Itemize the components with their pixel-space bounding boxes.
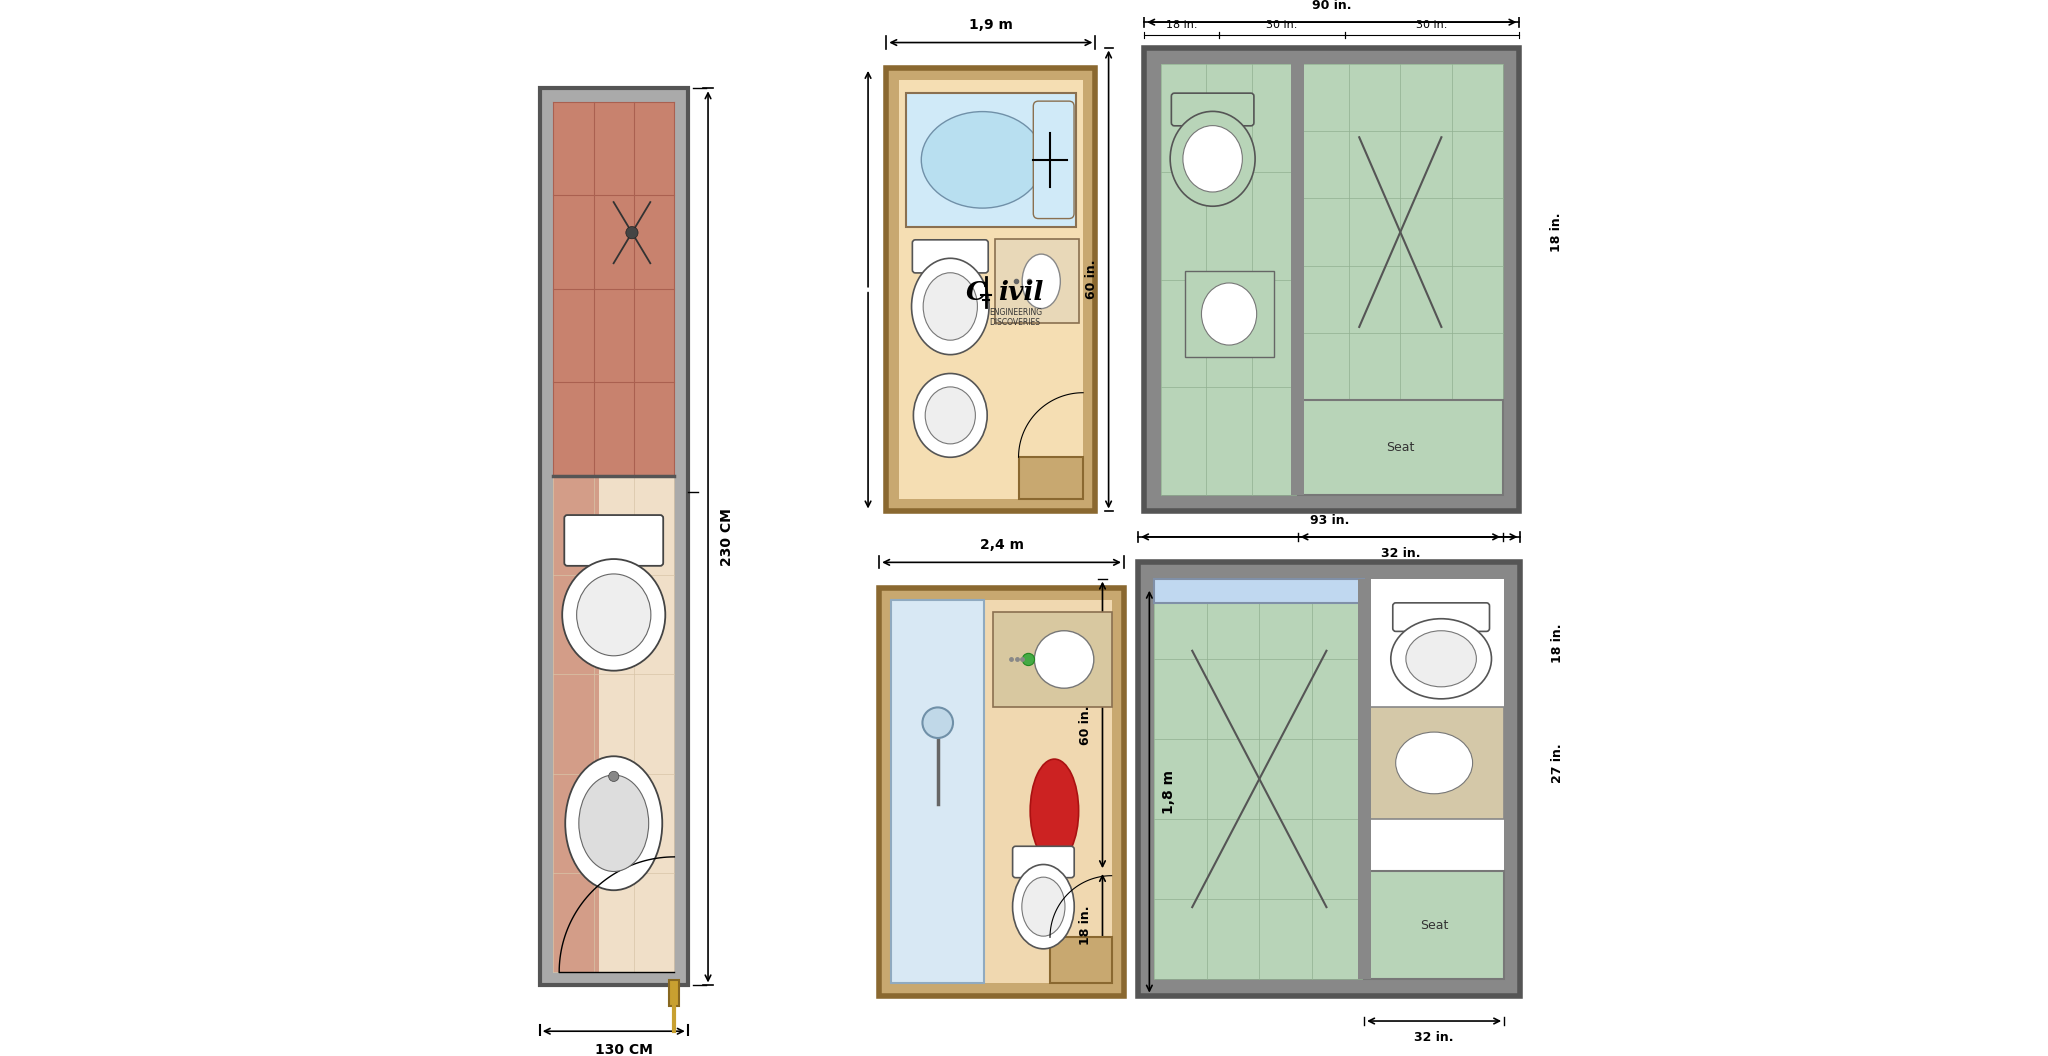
FancyBboxPatch shape	[1012, 846, 1075, 878]
Bar	[1139, 563, 1520, 996]
Text: 230 СМ: 230 СМ	[721, 508, 735, 566]
Text: 27 in.: 27 in.	[1550, 743, 1565, 782]
Text: 130 СМ: 130 СМ	[596, 1043, 653, 1056]
Bar	[1155, 579, 1503, 979]
Text: ENGINEERING
DISCOVERIES: ENGINEERING DISCOVERIES	[989, 307, 1042, 327]
Bar	[1184, 271, 1274, 357]
Bar	[1290, 64, 1305, 495]
Text: 18 in.: 18 in.	[1550, 212, 1563, 251]
Bar	[1155, 579, 1364, 603]
Text: 18 in.: 18 in.	[1079, 905, 1092, 945]
Ellipse shape	[1184, 126, 1243, 192]
Bar	[670, 980, 680, 1005]
Text: 1,8 m: 1,8 m	[1161, 770, 1176, 814]
Ellipse shape	[563, 559, 666, 671]
Ellipse shape	[1012, 865, 1075, 949]
Text: 18 in.: 18 in.	[1550, 623, 1565, 662]
Bar	[1358, 579, 1370, 979]
Ellipse shape	[1202, 283, 1257, 345]
Text: 1,9 m: 1,9 m	[969, 18, 1014, 33]
Bar	[1364, 871, 1503, 979]
Bar	[891, 600, 1112, 983]
Text: Seat: Seat	[1386, 441, 1415, 454]
Bar	[905, 93, 1075, 227]
Bar	[1298, 64, 1503, 400]
Ellipse shape	[578, 574, 651, 656]
Text: 60 in.: 60 in.	[1079, 705, 1092, 744]
Ellipse shape	[1022, 254, 1061, 308]
Text: 93 in.: 93 in.	[1309, 513, 1350, 527]
Circle shape	[1022, 654, 1034, 665]
Ellipse shape	[922, 112, 1044, 208]
Bar	[1018, 457, 1083, 499]
FancyBboxPatch shape	[1034, 101, 1073, 219]
Ellipse shape	[1034, 630, 1094, 689]
Ellipse shape	[913, 374, 987, 457]
Circle shape	[627, 227, 639, 239]
Ellipse shape	[1030, 759, 1079, 863]
Bar	[553, 476, 600, 973]
Text: 30 in.: 30 in.	[1417, 20, 1448, 31]
Ellipse shape	[1395, 732, 1473, 794]
Bar	[1298, 400, 1503, 495]
Text: ivil: ivil	[999, 280, 1044, 305]
Ellipse shape	[924, 272, 977, 340]
FancyBboxPatch shape	[911, 240, 989, 272]
Bar	[879, 588, 1124, 996]
Text: 60 in.: 60 in.	[1085, 260, 1098, 299]
Circle shape	[922, 708, 952, 738]
Bar	[553, 476, 674, 973]
Text: 18 in.: 18 in.	[1165, 20, 1198, 31]
Text: Seat: Seat	[1419, 919, 1448, 931]
Ellipse shape	[1405, 630, 1477, 686]
Bar	[541, 89, 688, 985]
Bar	[887, 68, 1096, 511]
Text: C: C	[965, 280, 987, 305]
Ellipse shape	[565, 756, 662, 890]
Ellipse shape	[911, 259, 989, 355]
Bar	[1161, 64, 1503, 495]
Text: 32 in.: 32 in.	[1380, 547, 1419, 560]
Ellipse shape	[1022, 878, 1065, 937]
FancyBboxPatch shape	[1393, 603, 1489, 631]
Bar	[553, 101, 674, 476]
Ellipse shape	[580, 775, 649, 871]
FancyBboxPatch shape	[1171, 93, 1253, 126]
Text: 32 in.: 32 in.	[1415, 1032, 1454, 1044]
Bar	[1051, 938, 1112, 983]
Bar	[891, 600, 983, 983]
Bar	[995, 240, 1079, 323]
Bar	[1161, 64, 1298, 495]
Ellipse shape	[926, 386, 975, 444]
Ellipse shape	[1391, 619, 1491, 699]
Bar	[1364, 706, 1503, 819]
Bar	[1145, 48, 1520, 511]
FancyBboxPatch shape	[565, 515, 664, 566]
Circle shape	[608, 771, 618, 781]
Text: 2,4 m: 2,4 m	[979, 539, 1024, 552]
Text: 90 in.: 90 in.	[1313, 0, 1352, 12]
Bar	[993, 611, 1112, 708]
Ellipse shape	[1169, 111, 1255, 206]
Bar	[1155, 579, 1364, 979]
Text: 30 in.: 30 in.	[1266, 20, 1298, 31]
Bar	[899, 80, 1083, 499]
